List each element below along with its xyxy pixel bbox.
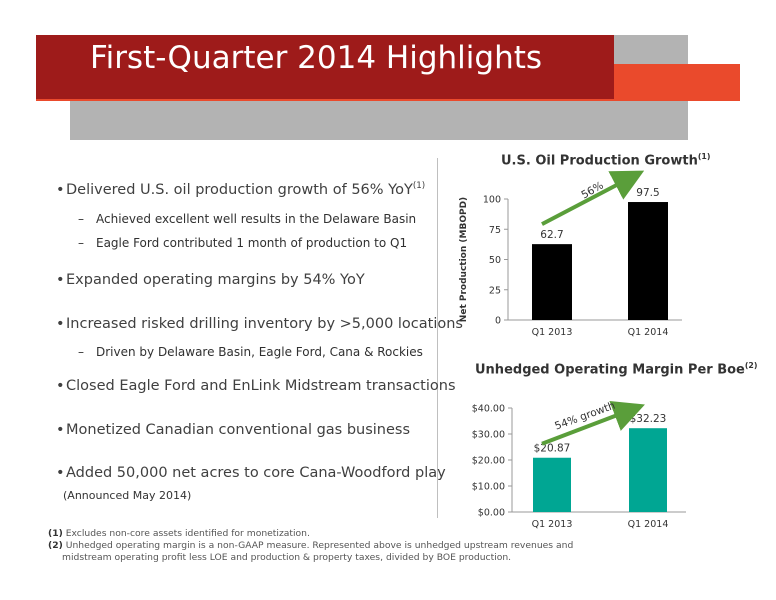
footnote-ref: (1) <box>412 181 426 191</box>
margin-growth-arrow <box>541 400 645 446</box>
sub-bullet-eagle-ford: – Eagle Ford contributed 1 month of produ… <box>78 236 408 250</box>
oil-y-tick-label: 75 <box>489 225 501 236</box>
footnote-text: Excludes non-core assets identified for … <box>65 528 310 539</box>
bullet-margins: •Expanded operating margins by 54% YoY <box>56 272 365 288</box>
oil-y-axis-label: Net Production (MBOPD) <box>459 197 469 322</box>
margin-y-tick-label: $20.00 <box>472 456 505 467</box>
margin-value-label: $32.23 <box>630 413 667 425</box>
page-title: First-Quarter 2014 Highlights <box>90 40 543 76</box>
margin-chart-title: Unhedged Operating Margin Per Boe(2) <box>475 361 757 377</box>
oil-category-label: Q1 2014 <box>628 327 669 338</box>
oil-value-label: 97.5 <box>636 187 659 199</box>
oil-category-label: Q1 2013 <box>532 327 573 338</box>
bullet-cana-woodford: •Added 50,000 net acres to core Cana-Woo… <box>56 465 446 481</box>
oil-value-label: 62.7 <box>540 229 563 241</box>
bullet-text: Added 50,000 net acres to core Cana-Wood… <box>66 465 446 481</box>
margin-bar <box>629 428 667 512</box>
bullet-text: Expanded operating margins by 54% YoY <box>66 272 365 288</box>
bullet-text: Delivered U.S. oil production growth of … <box>66 181 413 198</box>
announced-note: (Announced May 2014) <box>63 489 192 502</box>
oil-chart-title: U.S. Oil Production Growth(1) <box>501 152 710 168</box>
footnote-2-cont: midstream operating profit less LOE and … <box>62 552 512 563</box>
footnote-ref: (2) <box>744 361 758 370</box>
margin-category-label: Q1 2014 <box>628 519 669 530</box>
margin-category-label: Q1 2013 <box>532 519 573 530</box>
footnote-marker: (1) <box>48 528 63 539</box>
column-divider <box>437 158 438 518</box>
margin-y-tick-label: $40.00 <box>472 404 505 415</box>
oil-y-tick-label: 0 <box>495 316 501 327</box>
oil-y-tick-label: 25 <box>489 285 501 296</box>
oil-y-tick-label: 50 <box>489 255 501 266</box>
bullet-inventory: •Increased risked drilling inventory by … <box>56 316 463 332</box>
bullet-text: Increased risked drilling inventory by >… <box>66 316 463 332</box>
footnote-marker: (2) <box>48 540 63 551</box>
footnote-1: (1) Excludes non-core assets identified … <box>48 528 310 540</box>
margin-y-tick-label: $0.00 <box>478 508 505 519</box>
footnote-ref: (1) <box>697 152 711 161</box>
bullet-text: Monetized Canadian conventional gas busi… <box>66 422 411 438</box>
sub-bullet-basins: – Driven by Delaware Basin, Eagle Ford, C… <box>78 345 423 359</box>
bullet-transactions: •Closed Eagle Ford and EnLink Midstream … <box>56 378 456 394</box>
oil-growth-arrow <box>541 170 645 226</box>
oil-bar <box>532 244 572 320</box>
footnote-2: (2) Unhedged operating margin is a non-G… <box>48 540 573 552</box>
margin-value-label: $20.87 <box>534 443 571 455</box>
bullet-canadian: •Monetized Canadian conventional gas bus… <box>56 422 411 438</box>
sub-bullet-text: Eagle Ford contributed 1 month of produc… <box>96 236 408 250</box>
margin-chart-title-text: Unhedged Operating Margin Per Boe <box>475 362 745 378</box>
sub-bullet-text: Achieved excellent well results in the D… <box>96 212 417 226</box>
margin-y-tick-label: $10.00 <box>472 482 505 493</box>
margin-y-tick-label: $30.00 <box>472 430 505 441</box>
sub-bullet-text: Driven by Delaware Basin, Eagle Ford, Ca… <box>96 345 423 359</box>
oil-chart-title-text: U.S. Oil Production Growth <box>501 153 698 169</box>
oil-y-tick-label: 100 <box>483 195 501 206</box>
bullet-text: Closed Eagle Ford and EnLink Midstream t… <box>66 378 456 394</box>
margin-bar <box>533 457 571 512</box>
footnote-text: Unhedged operating margin is a non-GAAP … <box>65 540 574 551</box>
bullet-oil-growth: •Delivered U.S. oil production growth of… <box>56 181 426 198</box>
sub-bullet-delaware: – Achieved excellent well results in the … <box>78 212 417 226</box>
header-red-band <box>36 35 614 99</box>
oil-bar <box>628 202 668 320</box>
